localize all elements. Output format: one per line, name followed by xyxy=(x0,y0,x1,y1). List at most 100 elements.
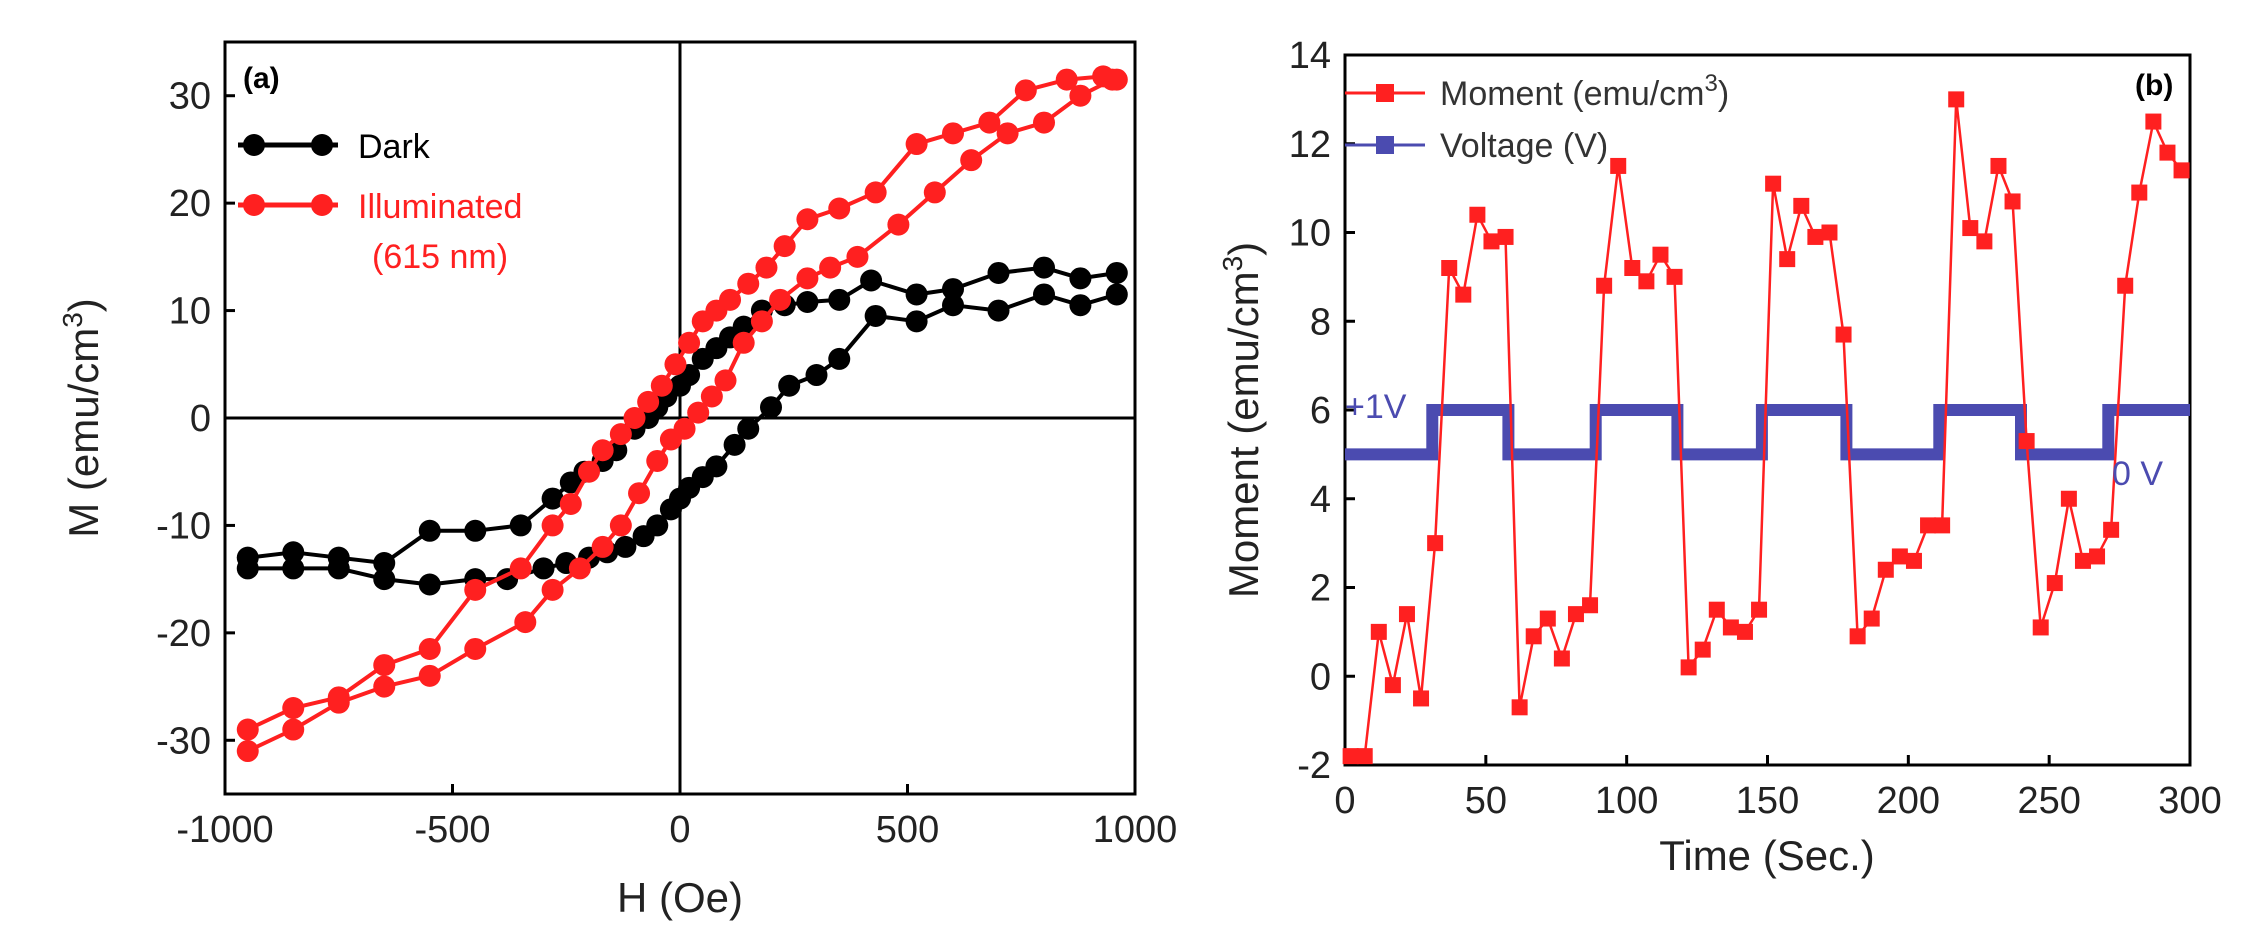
series-dark-point xyxy=(796,290,819,313)
panel-b-y-axis-title: Moment (emu/cm3) xyxy=(1217,242,1267,598)
series-moment-point xyxy=(2103,521,2120,538)
series-voltage-line xyxy=(1345,404,2190,461)
series-illuminated-point xyxy=(646,449,669,472)
panel-a-x-axis-title: H (Oe) xyxy=(617,874,743,921)
series-moment-point xyxy=(2145,113,2162,130)
series-dark-point xyxy=(532,557,555,580)
panel-b-y-tick-label: 10 xyxy=(1289,213,1331,255)
series-moment-point xyxy=(1905,552,1922,569)
legend-illuminated-wavelength: (615 nm) xyxy=(372,238,508,276)
series-dark-point xyxy=(1033,256,1055,279)
series-dark-point xyxy=(737,417,760,440)
legend-moment-label: Moment (emu/cm3) xyxy=(1440,70,1729,113)
series-dark-point xyxy=(828,347,851,370)
panel-b-x-tick-label: 300 xyxy=(2158,780,2221,822)
series-moment-point xyxy=(1920,517,1937,534)
panel-a-x-tick-label: 1000 xyxy=(1093,809,1178,851)
series-moment-point xyxy=(1525,628,1542,645)
series-dark-point xyxy=(236,557,259,580)
panel-b-y-tick-label: 8 xyxy=(1310,301,1331,343)
legend-dark-marker xyxy=(311,134,333,156)
series-moment-point xyxy=(1694,641,1711,658)
panel-a-y-tick-label: 30 xyxy=(169,76,211,118)
series-moment-point xyxy=(1835,326,1852,343)
series-moment-point xyxy=(1708,601,1725,618)
series-illuminated-point xyxy=(1014,79,1037,102)
legend-moment-marker xyxy=(1376,84,1394,102)
series-illuminated-point xyxy=(1069,84,1092,107)
series-dark-point xyxy=(942,294,964,317)
series-dark-point xyxy=(659,498,682,521)
series-illuminated-point xyxy=(559,492,582,515)
series-illuminated-point xyxy=(1033,111,1055,134)
series-moment-point xyxy=(1736,623,1753,640)
series-moment-point xyxy=(1877,561,1894,578)
series-illuminated-point xyxy=(664,353,687,376)
series-moment-point xyxy=(1807,228,1824,245)
panel-a-y-tick-label: -10 xyxy=(156,505,211,547)
series-illuminated-point xyxy=(905,133,928,156)
series-moment-point xyxy=(1441,260,1458,276)
series-moment-point xyxy=(1722,619,1739,636)
series-dark-point xyxy=(509,514,532,537)
legend-illuminated-marker xyxy=(243,194,265,216)
panel-a-y-ticks: -30 -20 -10 0 10 20 30 xyxy=(156,76,235,762)
panel-b-x-ticks: 0 50 100 150 200 250 300 xyxy=(1334,755,2222,822)
series-dark-point xyxy=(805,364,828,387)
annotation-0v: 0 V xyxy=(2112,455,2163,493)
series-illuminated-point xyxy=(1055,68,1078,91)
panel-b-y-tick-label: 2 xyxy=(1310,568,1331,610)
panel-b-y-axis-title-superscript: 3 xyxy=(1217,256,1248,272)
legend-moment-close: ) xyxy=(1718,75,1729,113)
series-moment-point xyxy=(1582,597,1599,614)
series-dark-point xyxy=(614,535,637,558)
series-moment-point xyxy=(2046,575,2063,592)
panel-a-x-tick-label: -1000 xyxy=(176,809,273,851)
series-illuminated-point xyxy=(591,439,614,462)
series-moment-point xyxy=(1553,650,1570,667)
panel-a-y-tick-label: -30 xyxy=(156,720,211,762)
series-moment-point xyxy=(1962,220,1979,237)
series-moment-point xyxy=(1567,606,1584,623)
panel-a-x-ticks: -1000 -500 0 500 1000 xyxy=(176,784,1177,851)
series-moment-point xyxy=(1610,157,1627,174)
legend-illuminated-label: Illuminated xyxy=(358,188,522,226)
panel-b-x-axis-title: Time (Sec.) xyxy=(1659,832,1874,879)
series-moment-point xyxy=(1398,606,1415,623)
series-illuminated-point xyxy=(282,718,305,741)
series-dark-point xyxy=(732,315,755,338)
series-dark-point xyxy=(860,269,883,292)
panel-b-y-tick-label: 0 xyxy=(1310,656,1331,698)
panel-b-label: (b) xyxy=(2135,69,2173,102)
panel-b-legend: Moment (emu/cm3) Voltage (V) xyxy=(1345,70,1729,165)
panel-b-x-tick-label: 150 xyxy=(1736,780,1799,822)
series-dark-point xyxy=(282,541,305,564)
series-illuminated-point xyxy=(628,482,651,505)
series-dark-point xyxy=(864,304,887,327)
series-moment-point xyxy=(2159,144,2176,161)
panel-a-y-axis-title-superscript: 3 xyxy=(57,312,88,328)
series-moment-point xyxy=(1849,628,1866,645)
series-dark-point xyxy=(1105,261,1128,284)
series-moment-point xyxy=(1948,91,1965,108)
series-moment-point xyxy=(1891,548,1908,565)
series-moment-point xyxy=(2173,162,2190,179)
legend-voltage-marker xyxy=(1376,136,1394,154)
panel-b-y-axis-title-close: ) xyxy=(1220,242,1267,256)
series-dark-point xyxy=(541,487,564,510)
panel-b-x-tick-label: 250 xyxy=(2017,780,2080,822)
series-moment-point xyxy=(2117,277,2134,294)
panel-a-x-tick-label: 0 xyxy=(669,809,690,851)
series-illuminated-point xyxy=(623,407,646,429)
series-illuminated-point xyxy=(750,310,773,333)
series-moment-point xyxy=(1990,157,2007,174)
series-moment-point xyxy=(1779,251,1796,268)
series-illuminated-point xyxy=(418,664,441,687)
panel-b-y-tick-label: 12 xyxy=(1289,124,1331,166)
series-illuminated-point xyxy=(637,390,660,413)
series-illuminated-point xyxy=(568,557,591,580)
panel-b-y-tick-label: 14 xyxy=(1289,35,1331,77)
series-illuminated-point xyxy=(737,272,760,295)
panel-a-legend: Dark Illuminated (615 nm) xyxy=(238,128,522,276)
